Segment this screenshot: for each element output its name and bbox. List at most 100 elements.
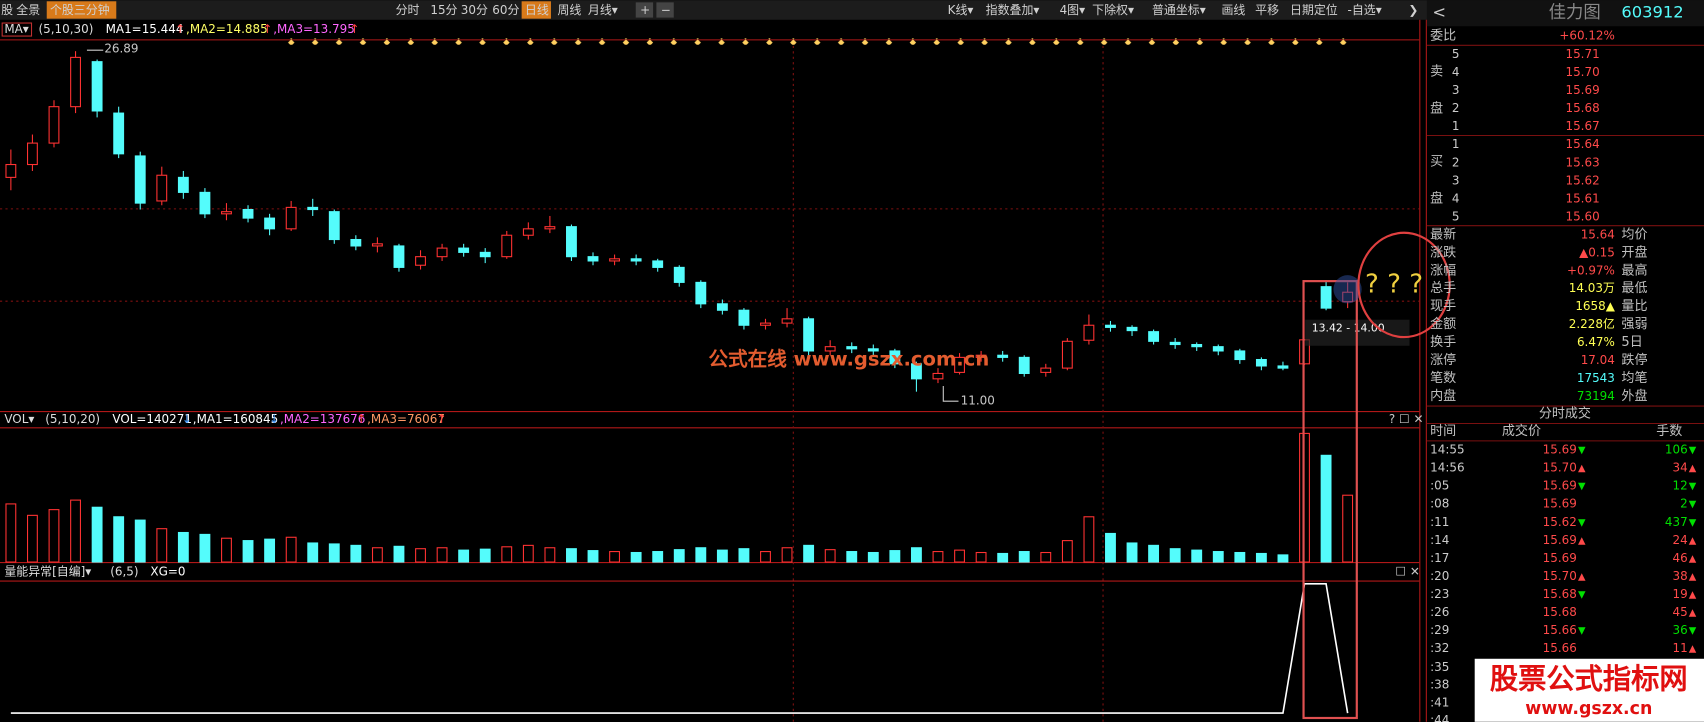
- volume-bar: [609, 551, 621, 563]
- toolbar-button[interactable]: 30分: [461, 3, 488, 17]
- volume-bar: [328, 543, 340, 563]
- trades-title: 分时成交: [1539, 406, 1591, 422]
- level: 4: [1452, 191, 1460, 205]
- trade-time: :38: [1430, 678, 1449, 692]
- candle-body: [285, 206, 297, 230]
- toolbar-button[interactable]: 日期定位: [1290, 2, 1338, 17]
- toolbar-button[interactable]: 个股三分钟: [50, 2, 110, 17]
- trade-volume-dir: ▼: [1689, 499, 1697, 510]
- panel-buttons[interactable]: ? ☐ ✕: [1389, 412, 1424, 426]
- trade-volume: 36: [1672, 623, 1687, 637]
- volume-bar: [1105, 532, 1116, 563]
- candle-body: [889, 350, 901, 365]
- candle-body: [781, 318, 793, 324]
- trade-price-dir: ▲: [1578, 463, 1586, 474]
- candle-body: [350, 238, 362, 247]
- level-price: 15.67: [1565, 119, 1599, 133]
- volume-bar: [285, 536, 297, 563]
- trade-volume-dir: ▲: [1689, 607, 1697, 618]
- trade-price: 15.66: [1543, 623, 1577, 637]
- toolbar-button[interactable]: 平移: [1255, 3, 1279, 17]
- stat-value: 14.03万: [1569, 281, 1615, 295]
- trade-price-dir: ▼: [1578, 589, 1586, 600]
- toolbar-button[interactable]: 15分: [430, 3, 457, 17]
- toolbar-button[interactable]: 周线: [557, 3, 581, 17]
- trade-time: :26: [1430, 605, 1449, 619]
- trade-volume: 11: [1672, 641, 1687, 655]
- volume-bar: [479, 548, 491, 563]
- level: 2: [1452, 155, 1460, 169]
- candle-body: [70, 56, 81, 108]
- toolbar-button[interactable]: 分时: [396, 3, 420, 17]
- candle-body: [910, 363, 922, 380]
- trade-price-dir: ▲: [1578, 571, 1586, 582]
- legend-label[interactable]: VOL▾: [4, 412, 34, 426]
- candle-body: [134, 155, 146, 204]
- candle-body: [932, 372, 944, 380]
- toolbar-button[interactable]: +: [640, 3, 650, 17]
- volume-bar: [1255, 552, 1267, 563]
- trade-time: :05: [1430, 479, 1449, 493]
- toolbar-button[interactable]: 日线: [525, 3, 549, 17]
- candle-body: [846, 346, 858, 350]
- panel-buttons[interactable]: ☐ ✕: [1395, 564, 1420, 578]
- toolbar-button[interactable]: ❯: [1408, 3, 1418, 17]
- stat-label: 涨跌: [1430, 244, 1456, 260]
- volume-bar: [1191, 549, 1203, 563]
- trade-time: :17: [1430, 551, 1449, 565]
- stock-code: 603912: [1621, 3, 1683, 22]
- candle-body: [415, 256, 426, 266]
- toolbar-button[interactable]: 4图▾: [1060, 3, 1086, 17]
- volume-bar: [544, 547, 556, 563]
- volume-bar: [1083, 516, 1095, 563]
- legend-arrow: ↑: [262, 22, 272, 36]
- volume-bar: [630, 551, 642, 563]
- toolbar-button[interactable]: 普通坐标▾: [1152, 3, 1206, 17]
- highlight-circle: [1357, 231, 1451, 339]
- candle-body: [1169, 341, 1181, 346]
- toolbar-button[interactable]: 下除权▾: [1092, 2, 1134, 17]
- toolbar-button[interactable]: −: [661, 3, 671, 17]
- trade-volume: 12: [1672, 479, 1687, 493]
- toolbar-button[interactable]: 全景: [16, 2, 40, 17]
- candle-body: [824, 346, 836, 352]
- legend-label[interactable]: 量能异常[自编]▾: [4, 563, 91, 578]
- candle-body: [264, 217, 276, 230]
- toolbar-button[interactable]: 60分: [492, 3, 519, 17]
- trade-price: 15.69: [1543, 533, 1577, 547]
- active-tab-bg: [46, 1, 117, 19]
- toolbar-button[interactable]: 指数叠加▾: [986, 2, 1040, 17]
- trade-price: 15.69: [1543, 443, 1577, 457]
- candle-body: [458, 247, 470, 253]
- stat-label: 内盘: [1430, 388, 1456, 404]
- candle-body: [587, 256, 599, 262]
- volume-bar: [652, 551, 664, 563]
- legend-label[interactable]: MA▾: [4, 22, 28, 36]
- trade-volume-dir: ▲: [1689, 571, 1697, 582]
- trade-volume-dir: ▼: [1689, 445, 1697, 456]
- volume-bar: [587, 550, 599, 563]
- stock-name: 佳力图: [1549, 3, 1601, 23]
- toolbar-button[interactable]: 画线: [1221, 3, 1245, 17]
- toolbar-button[interactable]: -自选▾: [1348, 3, 1382, 17]
- legend-arrow: ↓: [269, 412, 279, 426]
- toolbar-button[interactable]: 月线▾: [588, 3, 618, 17]
- back-button[interactable]: <: [1432, 3, 1446, 22]
- toolbar-button[interactable]: 股: [1, 3, 13, 17]
- toolbar-button[interactable]: K线▾: [948, 3, 974, 17]
- trade-price: 15.70: [1543, 461, 1577, 475]
- toolbar-bar: [0, 0, 1704, 20]
- stat-label: 涨停: [1430, 352, 1456, 368]
- candle-body: [501, 234, 513, 258]
- volume-bar: [1040, 551, 1052, 563]
- candle-body: [156, 174, 168, 202]
- volume-bar: [91, 506, 103, 563]
- trade-time: :32: [1430, 641, 1449, 655]
- volume-bar: [910, 547, 922, 563]
- trade-price: 15.62: [1543, 515, 1577, 529]
- trade-volume-dir: ▲: [1689, 644, 1697, 655]
- volume-bar: [1342, 494, 1354, 563]
